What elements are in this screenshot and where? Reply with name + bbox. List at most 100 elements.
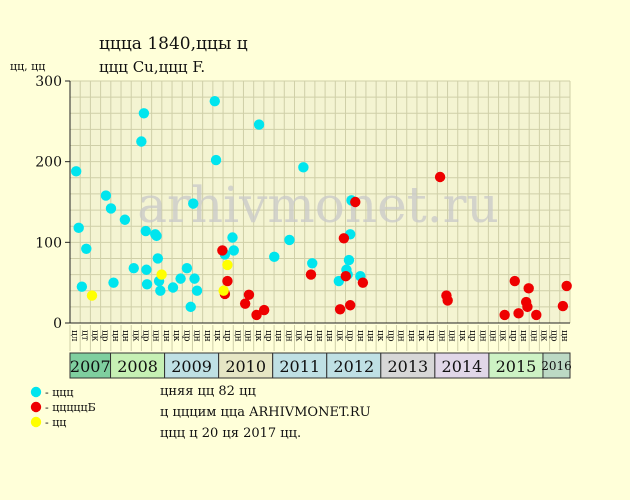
month-tick-label: цк — [375, 330, 385, 342]
month-tick-label: цн — [161, 330, 171, 342]
legend-label: - цццццБ — [45, 401, 96, 414]
year-band-2012 — [326, 352, 382, 379]
year-label: 2015 — [496, 357, 537, 376]
month-tick-label: цн — [528, 330, 538, 342]
data-point-cyan — [76, 281, 88, 292]
month-tick-label: цн — [436, 330, 446, 342]
month-tick-label: цн — [355, 330, 365, 342]
month-tick-label: цр — [549, 330, 559, 342]
month-tick-label: цн — [232, 330, 242, 342]
month-tick-label: цк — [416, 330, 426, 342]
data-point-cyan — [152, 253, 164, 264]
month-tick-label: цр — [141, 330, 151, 342]
data-point-cyan — [138, 108, 150, 119]
month-tick-label: цн — [243, 330, 253, 342]
data-point-cyan — [167, 282, 179, 293]
month-tick-label: цр — [345, 330, 355, 342]
data-point-cyan — [343, 254, 355, 266]
month-tick-label: цн — [518, 330, 528, 342]
data-point-cyan — [155, 285, 166, 296]
data-point-cyan — [100, 190, 112, 201]
month-strip — [70, 325, 570, 351]
data-point-red — [509, 275, 520, 287]
data-point-red — [239, 298, 251, 309]
year-band-2016 — [542, 352, 571, 379]
data-point-red — [345, 300, 356, 311]
year-label: 2012 — [333, 357, 374, 376]
month-tick-label: цн — [396, 330, 406, 342]
chart-title-line2: ццц Cu,ццц F. — [99, 58, 206, 76]
data-point-cyan — [189, 273, 200, 284]
month-tick-label: цн — [151, 330, 161, 342]
data-point-cyan — [307, 258, 318, 269]
month-tick-label: цн — [273, 330, 283, 342]
data-point-cyan — [175, 273, 186, 284]
data-point-cyan — [191, 285, 203, 296]
month-tick-label: цк — [171, 330, 181, 342]
data-point-red — [561, 280, 572, 292]
month-tick-label: цр — [222, 330, 232, 342]
data-point-cyan — [128, 262, 139, 274]
data-point-cyan — [141, 279, 153, 290]
data-point-cyan — [140, 225, 151, 237]
year-band-2011 — [272, 352, 328, 379]
data-point-red — [251, 309, 262, 321]
month-tick-label: цн — [487, 330, 497, 342]
data-point-cyan — [227, 232, 238, 243]
footer-line2: ц цццим ццa ARHIVMONET.RU — [160, 405, 371, 420]
month-tick-label: цк — [294, 330, 304, 342]
month-tick-label: цк — [457, 330, 467, 342]
data-point-red — [523, 283, 534, 294]
month-tick-label: цн — [110, 330, 120, 342]
data-point-cyan — [108, 277, 119, 288]
data-point-cyan — [185, 301, 196, 313]
month-tick-label: цр — [385, 330, 395, 342]
month-tick-label: цк — [90, 330, 100, 342]
data-point-cyan — [141, 264, 152, 275]
month-tick-label: цк — [538, 330, 548, 342]
month-tick-label: цт — [79, 330, 89, 341]
data-point-yellow — [222, 259, 233, 271]
month-tick-label: цк — [334, 330, 344, 342]
data-point-red — [350, 196, 361, 208]
data-point-red — [222, 275, 233, 287]
month-tick-label: цк — [130, 330, 140, 342]
data-point-red — [499, 309, 510, 321]
data-point-red — [258, 304, 270, 316]
year-label: 2008 — [117, 357, 158, 376]
data-point-cyan — [136, 136, 147, 147]
data-point-cyan — [188, 198, 199, 209]
month-tick-label: цн — [447, 330, 457, 342]
y-tick-label: 0 — [53, 316, 62, 332]
month-tick-label: цл — [69, 330, 79, 342]
data-point-cyan — [269, 251, 280, 263]
data-point-red — [513, 308, 524, 319]
month-tick-label: цн — [202, 330, 212, 342]
month-tick-label: цк — [253, 330, 263, 342]
year-label: 2010 — [225, 357, 266, 376]
legend-swatch — [30, 401, 42, 413]
month-tick-label: цн — [324, 330, 334, 342]
legend-swatch — [30, 416, 42, 428]
data-point-red — [305, 269, 317, 280]
data-point-yellow — [218, 285, 229, 296]
year-label: 2011 — [279, 357, 320, 376]
data-point-cyan — [210, 154, 222, 166]
data-point-red — [557, 300, 569, 312]
month-tick-label: цн — [365, 330, 375, 342]
data-point-red — [442, 295, 453, 306]
data-point-cyan — [228, 245, 239, 256]
data-point-cyan — [119, 214, 131, 225]
legend-swatch — [30, 386, 42, 398]
data-point-cyan — [70, 166, 82, 177]
month-tick-label: цн — [406, 330, 416, 342]
month-tick-label: цк — [498, 330, 508, 342]
month-tick-label: цк — [212, 330, 222, 342]
month-tick-label: цн — [559, 330, 569, 342]
year-label: 2014 — [442, 357, 483, 376]
data-point-cyan — [181, 262, 193, 274]
month-tick-label: цр — [181, 330, 191, 342]
footer-line3: ццц ц 20 ця 2017 цц. — [160, 426, 302, 441]
month-tick-label: цн — [283, 330, 293, 342]
